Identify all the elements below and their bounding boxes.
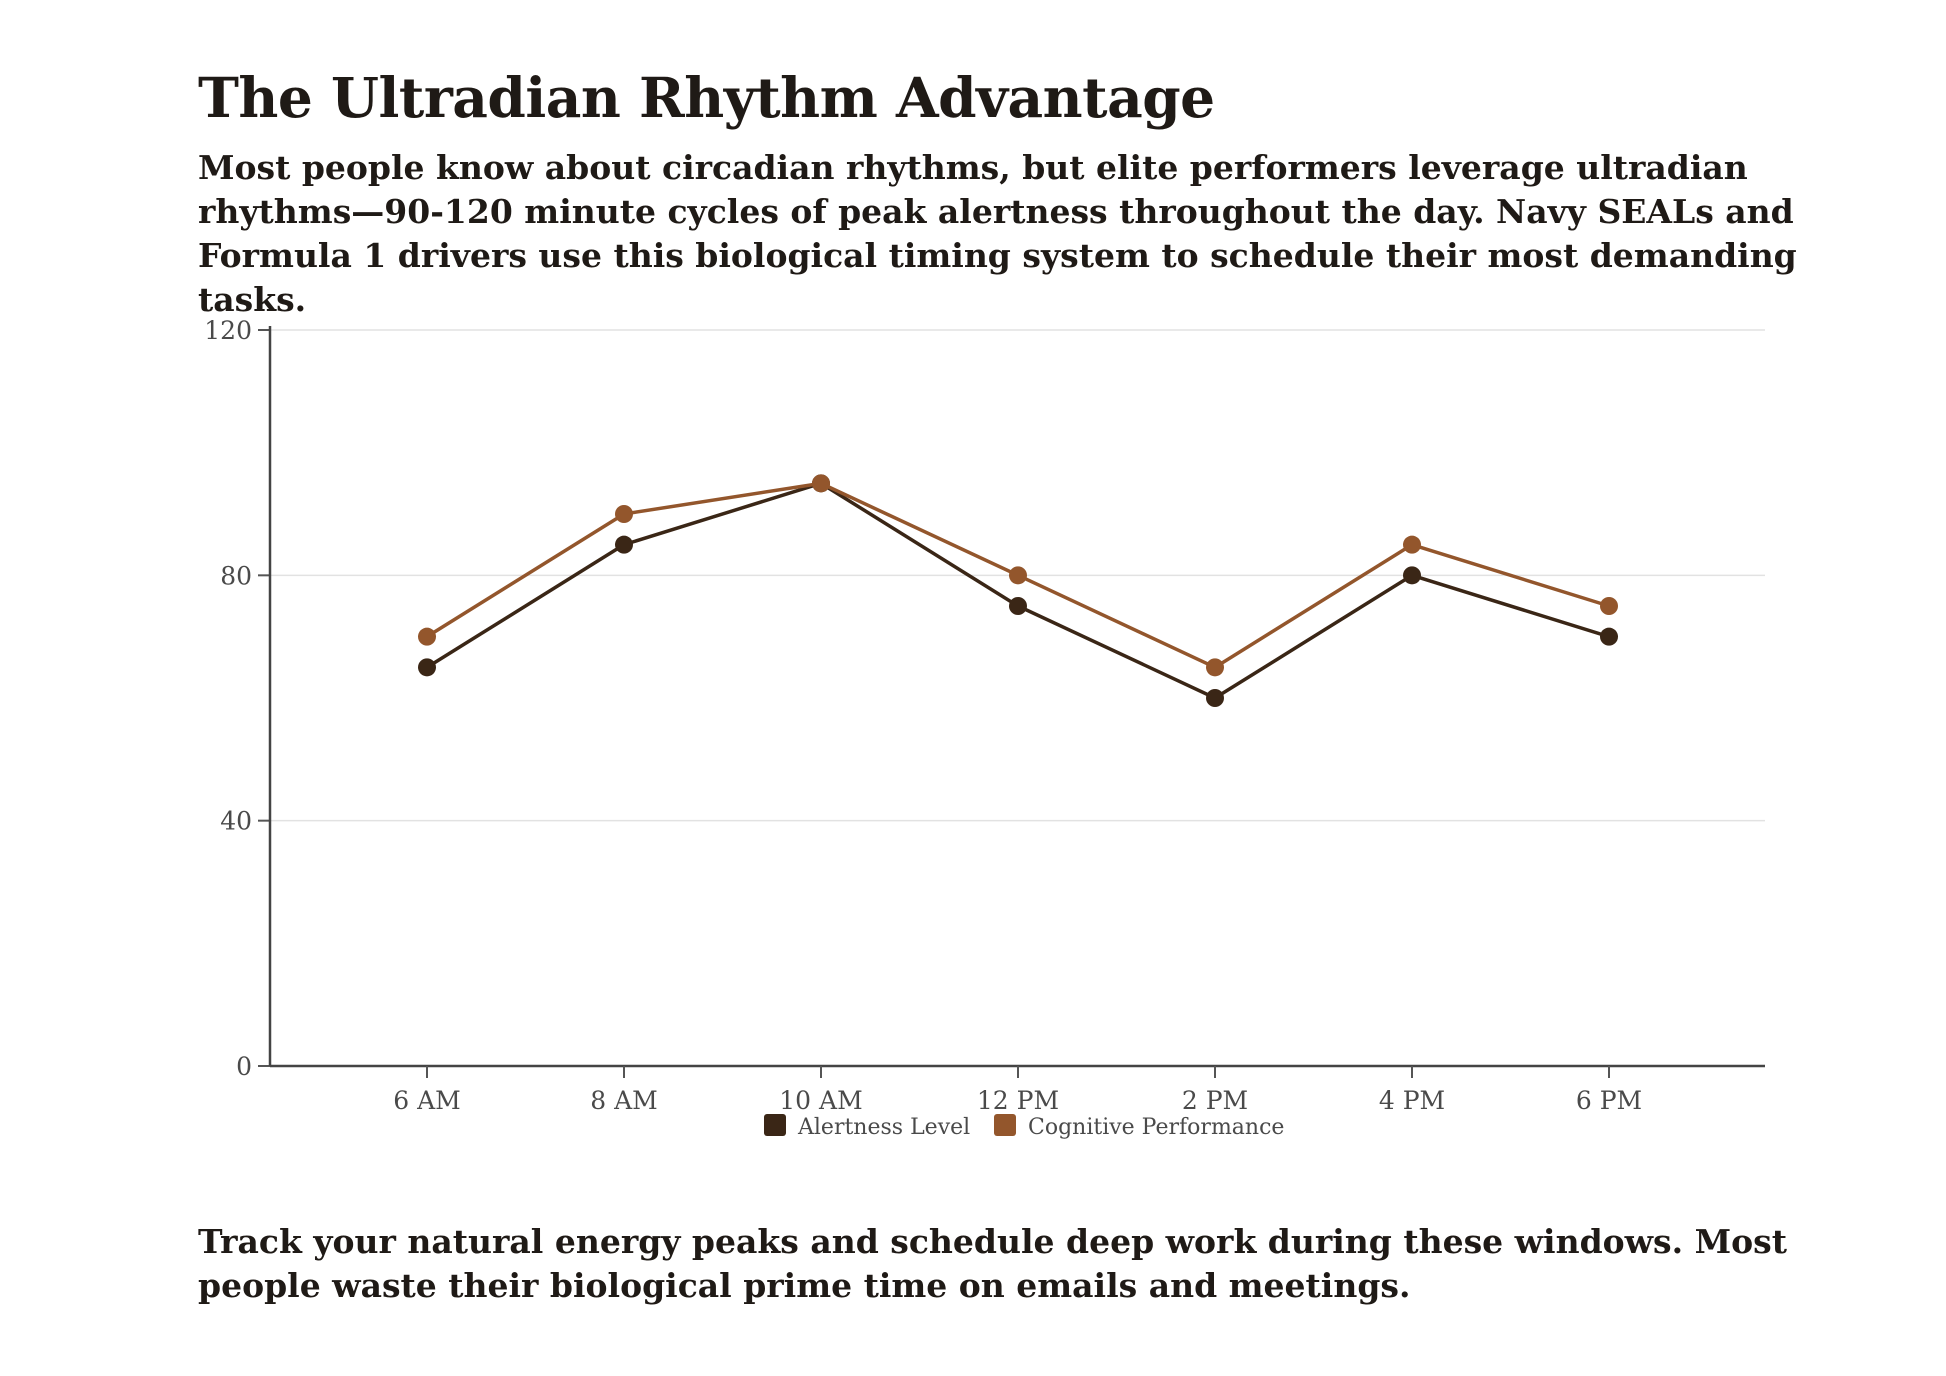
data-point [1206,658,1224,677]
legend-swatch [994,1114,1016,1136]
data-point [418,627,436,646]
legend-label: Alertness Level [797,1115,970,1140]
x-tick-label: 2 PM [1182,1086,1248,1115]
x-tick-label: 6 AM [393,1086,461,1115]
data-point [812,474,830,493]
series-line [426,481,1610,700]
x-tick-label: 12 PM [977,1086,1059,1115]
legend: Alertness Level Cognitive Performance [764,1114,1284,1140]
legend-item-1: Cognitive Performance [994,1114,1284,1140]
series-1 [418,474,1618,677]
outro-paragraph: Track your natural energy peaks and sche… [198,1222,1787,1305]
legend-item-0: Alertness Level [764,1114,970,1140]
series-0 [418,474,1618,707]
page-title: The Ultradian Rhythm Advantage [198,65,1215,130]
data-point [615,535,633,554]
x-tick-label: 8 AM [590,1086,658,1115]
x-tick-label: 6 PM [1576,1086,1642,1115]
data-point [615,505,633,523]
y-tick-label: 120 [204,316,252,345]
y-tick-label: 80 [220,561,252,590]
data-point [1403,566,1421,585]
data-point [1009,597,1027,615]
intro-paragraph: Most people know about circadian rhythms… [198,148,1797,319]
x-tick-label: 10 AM [779,1086,862,1115]
data-point [1206,689,1224,707]
y-tick-label: 40 [220,807,252,836]
data-point [418,658,436,677]
data-point [1009,566,1027,585]
y-tick-label: 0 [236,1052,252,1081]
legend-swatch [764,1114,786,1136]
axes: 0 40 80 120 6 AM 8 AM 10 AM 12 PM 2 PM 4 PM 6 PM [204,316,1765,1115]
data-point [1403,535,1421,554]
legend-label: Cognitive Performance [1028,1115,1284,1140]
line-chart: 0 40 80 120 6 AM 8 AM 10 AM 12 PM 2 PM 4 PM 6 PM A… [204,316,1765,1140]
x-tick-label: 4 PM [1379,1086,1445,1115]
data-point [1600,597,1618,615]
data-point [1600,627,1618,646]
series [418,474,1618,707]
